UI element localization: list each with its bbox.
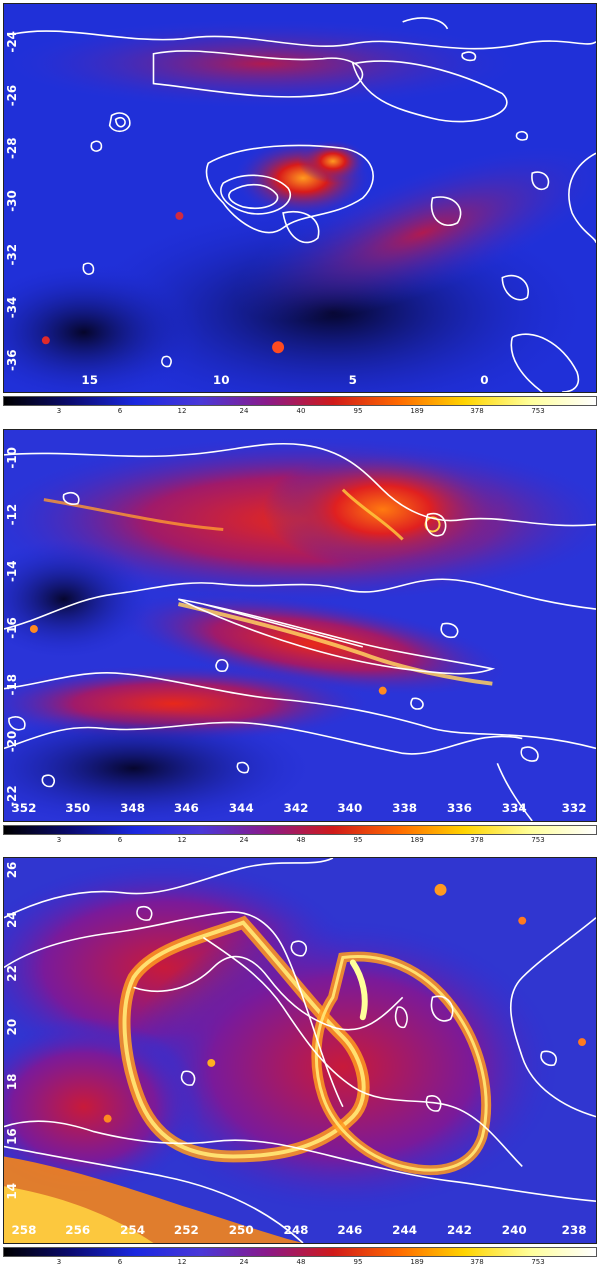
y-tick: 26 [5, 862, 19, 879]
y-tick: 22 [5, 965, 19, 982]
colorbar-tick: 95 [353, 836, 363, 844]
x-tick: 244 [392, 1223, 417, 1237]
colorbar-tick: 24 [239, 836, 249, 844]
map-svg-bottom: 26 24 22 20 18 16 14 258 256 254 252 250… [4, 858, 596, 1243]
x-tick: 332 [562, 801, 587, 815]
x-tick: 10 [213, 373, 230, 387]
map-image-bottom: 26 24 22 20 18 16 14 258 256 254 252 250… [3, 857, 597, 1244]
colorbar [3, 1247, 597, 1257]
colorbar-ticks: 3 6 12 24 48 95 189 378 753 [3, 836, 597, 848]
y-tick: -34 [5, 297, 19, 319]
y-tick: 14 [5, 1183, 19, 1200]
y-tick: -14 [5, 560, 19, 582]
x-tick: 258 [11, 1223, 36, 1237]
x-tick: 5 [349, 373, 357, 387]
y-tick: 20 [5, 1019, 19, 1036]
y-tick: -22 [5, 785, 19, 807]
colorbar [3, 396, 597, 406]
colorbar-tick: 95 [353, 1258, 363, 1266]
map-image-top: -24 -26 -28 -30 -32 -34 -36 15 10 5 0 [3, 3, 597, 393]
y-tick: -30 [5, 190, 19, 212]
colorbar-tick: 753 [531, 407, 545, 415]
colorbar-tick: 48 [296, 836, 306, 844]
x-tick: 334 [502, 801, 527, 815]
x-tick: 340 [337, 801, 362, 815]
colorbar-tick: 189 [410, 836, 424, 844]
y-tick: -28 [5, 137, 19, 159]
x-tick: 256 [65, 1223, 90, 1237]
colorbar-tick: 24 [239, 407, 249, 415]
colorbar-tick: 12 [177, 407, 187, 415]
colorbar-tick: 48 [296, 1258, 306, 1266]
y-tick: -24 [5, 31, 19, 53]
x-tick: 336 [447, 801, 472, 815]
y-tick: 24 [5, 911, 19, 928]
x-tick: 346 [174, 801, 199, 815]
x-tick: 254 [120, 1223, 145, 1237]
x-tick: 352 [11, 801, 36, 815]
x-tick: 342 [284, 801, 309, 815]
panel-top: -24 -26 -28 -30 -32 -34 -36 15 10 5 0 3 … [0, 0, 600, 415]
colorbar-tick: 753 [531, 1258, 545, 1266]
colorbar-tick: 40 [296, 407, 306, 415]
map-svg-middle: -10 -12 -14 -16 -18 -20 -22 352 350 348 … [4, 430, 596, 821]
x-tick: 15 [81, 373, 98, 387]
colorbar-tick: 6 [117, 836, 123, 844]
x-tick: 348 [120, 801, 145, 815]
y-tick: 16 [5, 1128, 19, 1145]
x-tick: 242 [447, 1223, 472, 1237]
colorbar-tick: 3 [56, 407, 62, 415]
colorbar-tick: 6 [117, 1258, 123, 1266]
colorbar-tick: 24 [239, 1258, 249, 1266]
colorbar-tick: 95 [353, 407, 363, 415]
y-tick: -10 [5, 447, 19, 469]
colorbar-tick: 378 [470, 1258, 484, 1266]
y-tick: -32 [5, 244, 19, 266]
x-tick: 248 [284, 1223, 309, 1237]
colorbar [3, 825, 597, 835]
y-tick: -26 [5, 85, 19, 107]
y-tick: -36 [5, 349, 19, 371]
y-tick: -20 [5, 731, 19, 753]
x-tick: 338 [392, 801, 417, 815]
colorbar-ticks: 3 6 12 24 48 95 189 378 753 [3, 1258, 597, 1270]
x-tick: 238 [562, 1223, 587, 1237]
colorbar-tick: 378 [470, 407, 484, 415]
colorbar-tick: 189 [410, 1258, 424, 1266]
colorbar-tick: 753 [531, 836, 545, 844]
panel-middle: -10 -12 -14 -16 -18 -20 -22 352 350 348 … [0, 426, 600, 846]
colorbar-tick: 189 [410, 407, 424, 415]
colorbar-tick: 3 [56, 836, 62, 844]
x-tick: 350 [65, 801, 90, 815]
x-tick: 252 [174, 1223, 199, 1237]
colorbar-tick: 3 [56, 1258, 62, 1266]
colorbar-tick: 12 [177, 1258, 187, 1266]
x-tick: 344 [229, 801, 254, 815]
x-tick: 250 [229, 1223, 254, 1237]
colorbar-ticks: 3 6 12 24 40 95 189 378 753 [3, 407, 597, 419]
x-tick: 240 [502, 1223, 527, 1237]
colorbar-tick: 6 [117, 407, 123, 415]
colorbar-tick: 12 [177, 836, 187, 844]
y-tick: -16 [5, 617, 19, 639]
y-tick: 18 [5, 1074, 19, 1091]
colorbar-tick: 378 [470, 836, 484, 844]
y-tick: -12 [5, 504, 19, 526]
map-svg-top: -24 -26 -28 -30 -32 -34 -36 15 10 5 0 [4, 4, 596, 392]
x-tick: 246 [337, 1223, 362, 1237]
y-tick: -18 [5, 674, 19, 696]
x-tick: 0 [480, 373, 488, 387]
panel-bottom: 26 24 22 20 18 16 14 258 256 254 252 250… [0, 854, 600, 1278]
map-image-middle: -10 -12 -14 -16 -18 -20 -22 352 350 348 … [3, 429, 597, 822]
